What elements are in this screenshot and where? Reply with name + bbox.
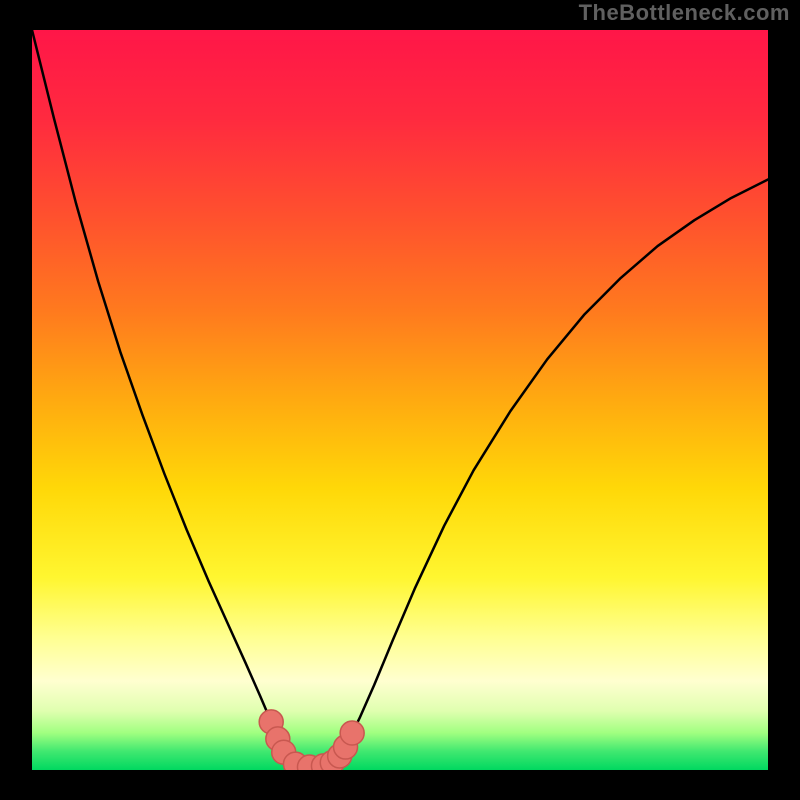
plot-background — [32, 30, 768, 770]
bottleneck-curve-chart — [0, 0, 800, 800]
chart-container: TheBottleneck.com — [0, 0, 800, 800]
curve-marker — [340, 721, 364, 745]
